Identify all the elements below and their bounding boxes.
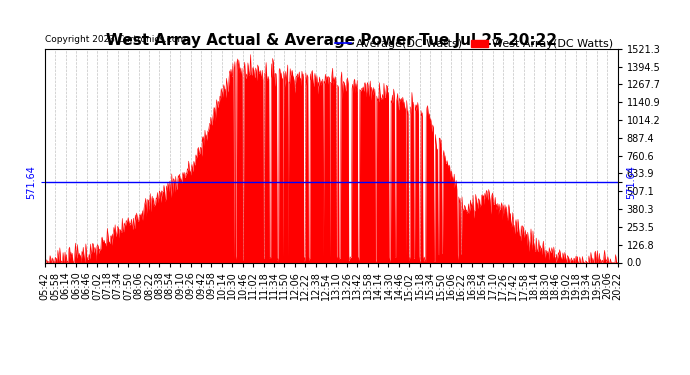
Title: West Array Actual & Average Power Tue Jul 25 20:22: West Array Actual & Average Power Tue Ju…: [106, 33, 557, 48]
Legend: Average(DC Watts), West Array(DC Watts): Average(DC Watts), West Array(DC Watts): [331, 35, 618, 54]
Text: Copyright 2023 Cartronics.com: Copyright 2023 Cartronics.com: [45, 36, 186, 45]
